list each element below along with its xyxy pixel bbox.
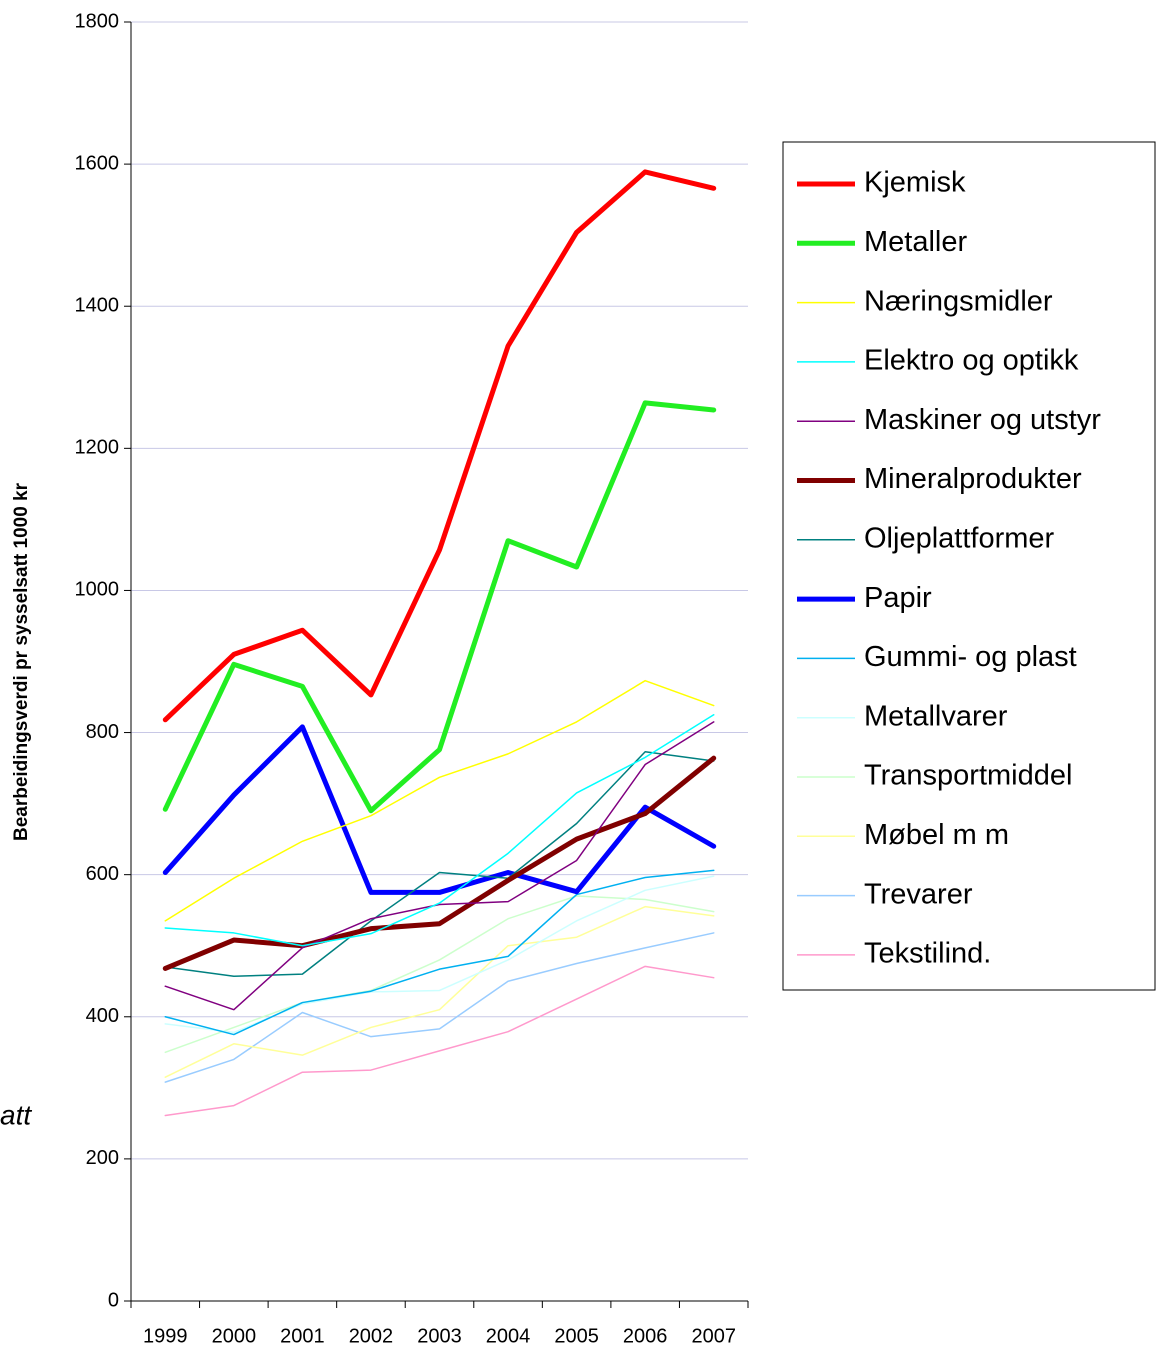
y-axis-label: Bearbeidingsverdi pr sysselsatt 1000 kr xyxy=(11,482,32,841)
y-tick-label: 0 xyxy=(108,1289,119,1311)
line xyxy=(162,755,717,971)
x-tick-label: 2007 xyxy=(691,1325,736,1347)
x-tick-label: 2006 xyxy=(623,1325,668,1347)
annotation: att xyxy=(0,1099,32,1130)
x-tick-label: 2002 xyxy=(349,1325,394,1347)
legend-label: Elektro og optikk xyxy=(864,345,1079,377)
legend-label: Papir xyxy=(864,582,932,614)
line xyxy=(164,895,715,1054)
legend-label: Metallvarer xyxy=(864,700,1008,732)
line xyxy=(164,714,715,947)
line xyxy=(162,169,717,723)
y-tick-label: 1800 xyxy=(75,10,120,32)
line xyxy=(164,905,715,1078)
legend-label: Mineralprodukter xyxy=(864,463,1082,495)
y-tick-label: 1600 xyxy=(75,152,120,174)
y-tick-label: 400 xyxy=(86,1005,119,1027)
line xyxy=(162,724,717,895)
legend-label: Tekstilind. xyxy=(864,938,991,970)
legend-label: Oljeplattformer xyxy=(864,522,1055,554)
x-tick-label: 2005 xyxy=(554,1325,599,1347)
legend-label: Møbel m m xyxy=(864,819,1009,851)
y-tick-label: 1200 xyxy=(75,437,120,459)
legend xyxy=(782,141,1156,991)
line xyxy=(164,679,715,922)
legend-label: Maskiner og utstyr xyxy=(864,404,1101,436)
legend-label: Gummi- og plast xyxy=(864,641,1077,673)
x-tick-label: 2000 xyxy=(212,1325,257,1347)
y-tick-label: 1000 xyxy=(75,579,120,601)
x-tick-label: 2003 xyxy=(417,1325,462,1347)
x-tick-label: 2001 xyxy=(280,1325,325,1347)
line xyxy=(164,875,715,1034)
y-tick-label: 1400 xyxy=(75,295,120,317)
legend-label: Næringsmidler xyxy=(864,285,1053,317)
line xyxy=(164,750,715,978)
legend-label: Transportmiddel xyxy=(864,760,1072,792)
line xyxy=(164,965,715,1117)
y-tick-label: 800 xyxy=(86,721,119,743)
line xyxy=(164,869,715,1036)
x-tick-label: 2004 xyxy=(486,1325,531,1347)
legend-label: Kjemisk xyxy=(864,167,966,199)
y-tick-label: 200 xyxy=(86,1147,119,1169)
legend-label: Metaller xyxy=(864,226,967,258)
line xyxy=(164,721,715,1011)
line xyxy=(164,932,715,1083)
legend-label: Trevarer xyxy=(864,878,973,910)
line xyxy=(162,400,717,814)
y-tick-label: 600 xyxy=(86,863,119,885)
x-tick-label: 1999 xyxy=(143,1325,188,1347)
